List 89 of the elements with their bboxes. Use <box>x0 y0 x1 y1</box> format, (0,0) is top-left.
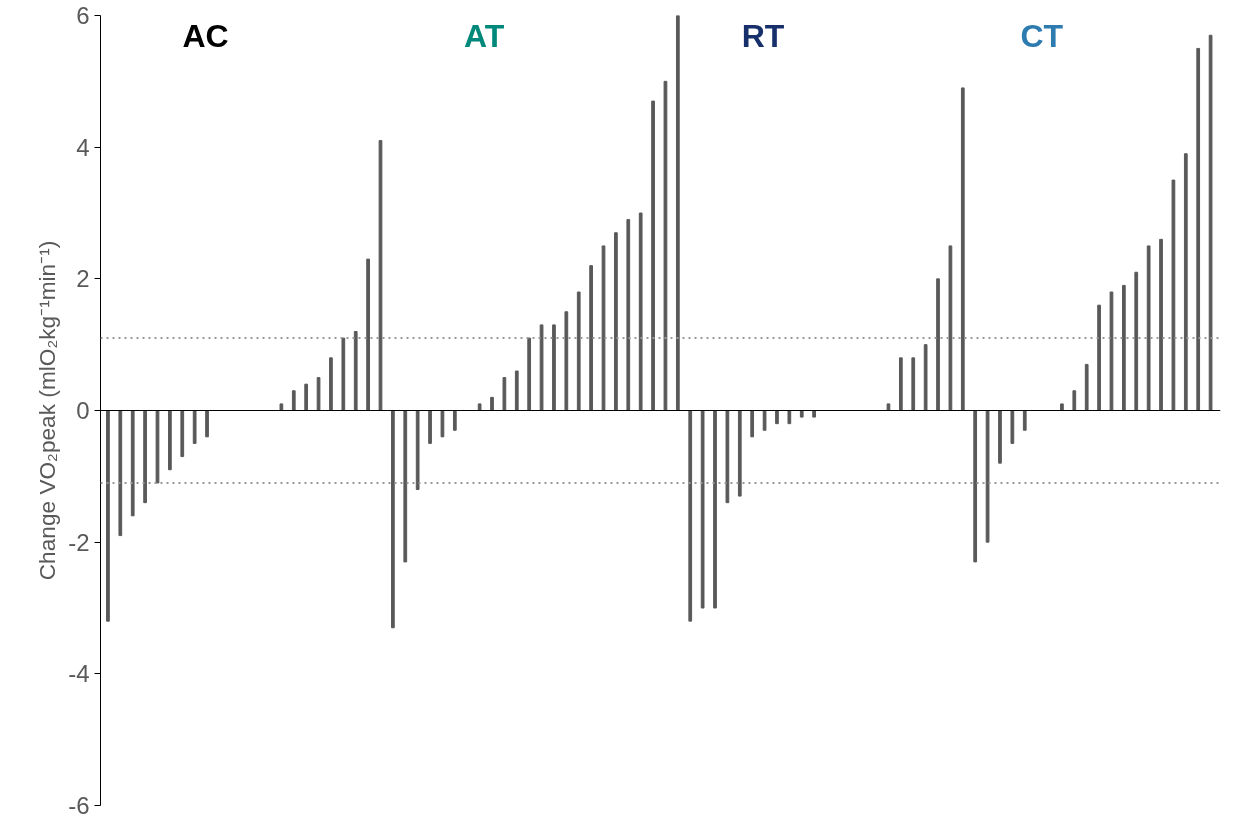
bar <box>130 410 135 517</box>
bar <box>799 410 804 418</box>
bar <box>155 410 160 484</box>
bar <box>688 410 693 622</box>
bar <box>353 331 358 411</box>
bar <box>1122 284 1126 411</box>
y-tick-label: -6 <box>68 792 90 819</box>
annotation: AT <box>464 17 505 54</box>
bar <box>589 265 593 411</box>
bar <box>1146 245 1151 411</box>
bar <box>490 396 494 411</box>
bar <box>1109 291 1114 411</box>
bar <box>675 15 680 411</box>
bar <box>1208 34 1213 411</box>
bar <box>403 410 408 563</box>
bar <box>477 403 482 411</box>
bar <box>948 245 953 411</box>
annotation: CT <box>1020 17 1064 54</box>
bar <box>1196 47 1201 411</box>
bar <box>663 80 668 411</box>
bar <box>143 410 147 504</box>
bar <box>898 357 903 411</box>
bar <box>960 87 965 411</box>
bar <box>1097 304 1101 411</box>
bar <box>775 410 779 425</box>
bar <box>316 377 321 411</box>
y-tick-label: 0 <box>76 397 90 424</box>
bar <box>750 410 755 438</box>
bar <box>812 410 816 418</box>
bar <box>415 410 420 490</box>
bar <box>936 278 940 411</box>
bar <box>205 410 209 438</box>
bar <box>923 344 928 411</box>
bar <box>700 410 705 609</box>
bar <box>614 232 618 411</box>
bar <box>192 410 197 444</box>
bar <box>1134 271 1139 411</box>
bar <box>527 337 532 411</box>
y-tick-label: 2 <box>76 265 90 293</box>
bar <box>998 410 1002 464</box>
bar <box>1060 403 1064 411</box>
bar <box>1022 410 1027 431</box>
bar <box>1183 153 1188 411</box>
annotation: RT <box>741 17 785 54</box>
y-axis-title: Change VO₂peak (mlO₂kg⁻¹min⁻¹) <box>34 240 61 581</box>
bar <box>626 219 631 411</box>
bar <box>713 410 717 609</box>
bar <box>118 410 123 537</box>
bar <box>502 377 507 411</box>
bar <box>366 258 370 411</box>
bar <box>1171 179 1176 411</box>
bar <box>168 410 172 471</box>
bar <box>452 410 457 431</box>
bar <box>440 410 445 438</box>
bar <box>391 410 395 629</box>
bar <box>552 324 556 411</box>
bar <box>651 100 655 411</box>
bar <box>564 311 569 411</box>
bar <box>886 403 891 411</box>
bar <box>279 403 284 411</box>
annotation: AC <box>182 17 229 54</box>
bar <box>1072 390 1077 411</box>
bar <box>985 410 990 543</box>
y-tick-label: 4 <box>76 133 90 161</box>
bar <box>106 410 110 622</box>
bar <box>180 410 185 458</box>
y-tick-label: -2 <box>68 528 90 556</box>
bar <box>378 140 383 411</box>
bar <box>973 410 978 563</box>
bar <box>576 291 581 411</box>
bar <box>601 245 606 411</box>
bar <box>1010 410 1015 444</box>
bar <box>428 410 432 444</box>
bar <box>725 410 730 504</box>
bar <box>737 410 742 497</box>
bar <box>911 357 916 411</box>
bar <box>1084 363 1089 411</box>
bar <box>514 370 519 411</box>
bar <box>291 390 296 411</box>
bar <box>329 357 333 411</box>
bar <box>341 337 346 411</box>
bar <box>304 383 309 411</box>
bar <box>762 410 767 431</box>
bar <box>1159 238 1163 411</box>
bar <box>638 212 643 411</box>
bar <box>539 324 544 411</box>
y-tick-label: 6 <box>76 2 90 29</box>
bar <box>787 410 792 425</box>
y-tick-label: -4 <box>68 660 90 688</box>
